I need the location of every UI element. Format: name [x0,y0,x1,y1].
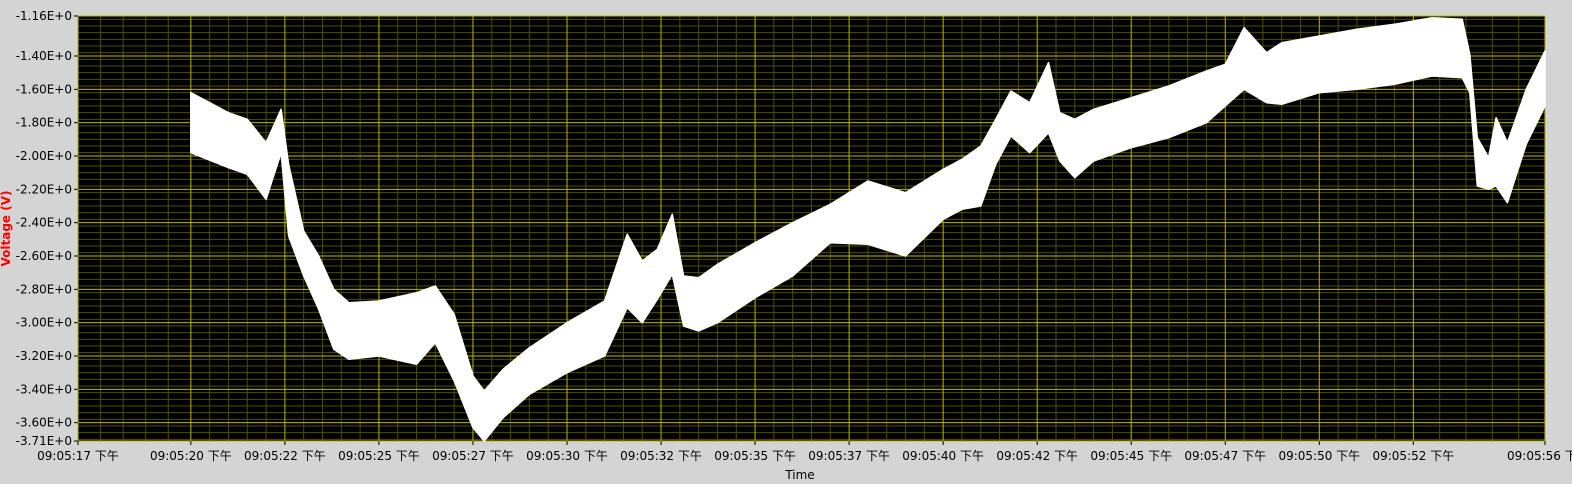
x-tick-label: 09:05:37 下午 [808,449,890,463]
x-tick-label: 09:05:32 下午 [620,449,702,463]
y-axis-ticks: -1.16E+0 -1.40E+0 -1.60E+0 -1.80E+0 -2.00E+0… [16,9,78,448]
y-tick-label: -2.40E+0 [16,216,72,230]
x-axis-label: Time [784,468,814,480]
x-tick-label: 09:05:47 下午 [1184,449,1266,463]
major-grid [77,15,1546,442]
x-tick-label: 09:05:30 下午 [526,449,608,463]
x-tick-label: 09:05:40 下午 [902,449,984,463]
y-tick-label: -3.20E+0 [16,349,72,363]
y-tick-label: -1.80E+0 [16,116,72,130]
y-tick-label: -3.60E+0 [16,416,72,430]
x-tick-label: 09:05:35 下午 [714,449,796,463]
y-tick-label: -1.40E+0 [16,49,72,63]
x-tick-label: 09:05:22 下午 [244,449,326,463]
x-tick-label: 09:05:42 下午 [996,449,1078,463]
x-axis-ticks: 09:05:17 下午 09:05:20 下午 09:05:22 下午 09:05:2… [37,441,1572,463]
trace-layer [190,16,1546,442]
x-tick-label: 09:05:27 下午 [432,449,514,463]
x-tick-label: 09:05:56 下 [1507,449,1572,463]
y-tick-label: -2.20E+0 [16,182,72,196]
y-tick-label: -3.00E+0 [16,316,72,330]
y-tick-label: -3.71E+0 [16,434,72,448]
y-tick-label: -3.40E+0 [16,382,72,396]
series-band-0 [190,16,1546,442]
x-tick-label: 09:05:25 下午 [338,449,420,463]
y-axis-label: Voltage (V) [0,191,13,267]
x-tick-label: 09:05:20 下午 [150,449,232,463]
x-tick-label: 09:05:45 下午 [1090,449,1172,463]
y-tick-label: -1.16E+0 [16,9,72,23]
y-tick-label: -2.60E+0 [16,249,72,263]
x-tick-label: 09:05:50 下午 [1278,449,1360,463]
y-tick-label: -2.00E+0 [16,149,72,163]
y-tick-label: -2.80E+0 [16,282,72,296]
y-tick-label: -1.60E+0 [16,82,72,96]
x-tick-label: 09:05:17 下午 [37,449,119,463]
x-tick-label: 09:05:52 下午 [1372,449,1454,463]
